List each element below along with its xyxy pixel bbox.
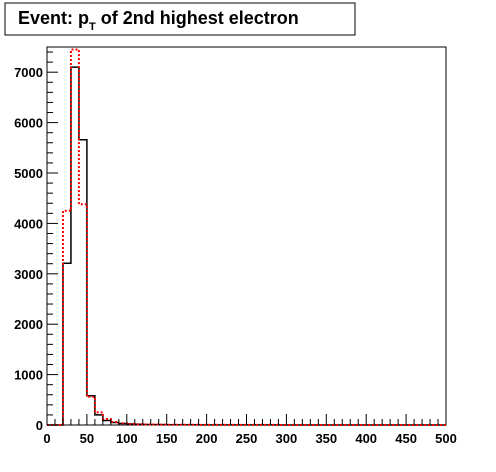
x-tick-label: 450 — [395, 431, 417, 446]
x-tick-label: 50 — [80, 431, 94, 446]
x-tick-label: 200 — [196, 431, 218, 446]
x-tick-label: 300 — [276, 431, 298, 446]
title-subscript: T — [89, 21, 96, 33]
y-tick-label: 2000 — [14, 317, 43, 332]
x-axis: 0 50 100 150 200 250 300 350 400 450 500 — [43, 414, 457, 446]
y-tick-label: 4000 — [14, 216, 43, 231]
chart-title: Event: pT of 2nd highest electron — [18, 8, 299, 33]
x-tick-label: 500 — [435, 431, 457, 446]
x-tick-label: 400 — [355, 431, 377, 446]
x-tick-label: 0 — [43, 431, 50, 446]
x-tick-label: 150 — [156, 431, 178, 446]
y-tick-label: 5000 — [14, 166, 43, 181]
x-tick-label: 250 — [236, 431, 258, 446]
x-tick-label: 100 — [116, 431, 138, 446]
title-box: Event: pT of 2nd highest electron — [4, 2, 356, 36]
plot-frame — [46, 46, 447, 426]
y-tick-label: 0 — [36, 418, 43, 433]
title-frame — [4, 2, 356, 36]
x-tick-label: 350 — [315, 431, 337, 446]
y-tick-label: 3000 — [14, 267, 43, 282]
y-axis: 0 1000 2000 3000 4000 5000 6000 7000 — [14, 51, 58, 433]
title-prefix: Event: p — [18, 8, 89, 28]
y-tick-label: 1000 — [14, 368, 43, 383]
y-tick-label: 7000 — [14, 65, 43, 80]
series-0-line — [47, 66, 446, 426]
series-layer — [47, 48, 446, 426]
y-tick-label: 6000 — [14, 116, 43, 131]
title-suffix: of 2nd highest electron — [96, 8, 299, 28]
